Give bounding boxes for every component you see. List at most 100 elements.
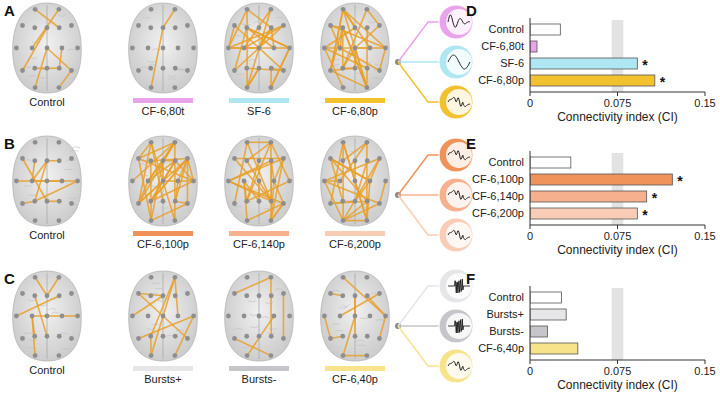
electrode: [287, 179, 292, 184]
electrode: [269, 199, 274, 204]
waveform: [448, 55, 470, 69]
electrode: [322, 314, 327, 319]
electrode: [57, 353, 62, 358]
brain-map: SF-6: [225, 3, 294, 117]
gyrus: [64, 169, 72, 171]
gyrus: [60, 333, 68, 335]
electrode: [322, 46, 327, 51]
connection: [271, 28, 274, 48]
connection: [340, 294, 379, 317]
electrode: [257, 158, 262, 163]
connection: [354, 296, 356, 316]
brain-map: CF-6,100p: [129, 136, 198, 250]
electrode: [365, 140, 370, 145]
connection: [247, 68, 259, 87]
connection: [235, 26, 284, 71]
electrode: [353, 314, 358, 319]
electrode: [377, 336, 382, 341]
electrode: [281, 23, 286, 28]
electrode: [136, 201, 141, 206]
electrode: [269, 25, 274, 30]
connection: [150, 161, 152, 221]
electrode: [173, 7, 178, 12]
gyrus: [275, 17, 283, 19]
gyrus: [29, 340, 37, 341]
brain-label: Bursts-: [242, 373, 277, 385]
electrode: [232, 68, 237, 73]
connection: [343, 159, 379, 221]
electrode: [173, 66, 178, 71]
brain-map: Control: [13, 136, 82, 241]
connection: [271, 159, 284, 221]
connection: [274, 159, 284, 182]
electrode: [272, 314, 277, 319]
tick: [705, 225, 706, 229]
gyrus: [67, 49, 75, 51]
stimulus-inner: [446, 49, 472, 75]
gyrus: [155, 288, 163, 289]
electrode: [60, 46, 65, 51]
gyrus: [167, 75, 175, 77]
gyrus: [241, 347, 249, 348]
gyrus: [250, 326, 258, 328]
electrode: [173, 293, 178, 298]
connection: [379, 181, 385, 204]
tick: [617, 225, 618, 229]
tick-label: 0.075: [604, 97, 632, 109]
gyrus: [275, 289, 283, 291]
condition-bar: [133, 366, 193, 371]
electrode: [75, 314, 80, 319]
connection: [270, 142, 272, 201]
electrode: [377, 68, 382, 73]
electrode: [365, 158, 370, 163]
electrode: [368, 46, 373, 51]
electrode: [45, 199, 50, 204]
electrode: [257, 179, 262, 184]
tick-label: 0.15: [694, 97, 715, 109]
electrode: [269, 85, 274, 90]
brain-map: Bursts+: [129, 271, 198, 385]
stimulus-icons: [395, 269, 473, 383]
axis-label: Connectivity index (CI): [557, 110, 678, 124]
stimulus-circle: [439, 218, 473, 252]
electrode: [57, 334, 62, 339]
electrode: [149, 353, 154, 358]
brain-label: CF-6,80p: [332, 105, 378, 117]
gyrus: [28, 75, 36, 77]
brain-map: CF-6,80t: [129, 3, 198, 117]
connection: [151, 159, 188, 161]
electrode: [353, 25, 358, 30]
electrode: [257, 199, 262, 204]
electrode: [20, 201, 25, 206]
electrode: [161, 158, 166, 163]
electrode: [365, 199, 370, 204]
electrode: [377, 156, 382, 161]
tick: [530, 92, 531, 96]
electrode: [149, 218, 154, 223]
electrode: [185, 68, 190, 73]
bar: [530, 326, 548, 337]
category-label: Control: [489, 291, 524, 303]
electrode: [176, 179, 181, 184]
electrode: [69, 156, 74, 161]
connection: [59, 48, 62, 68]
electrode: [245, 140, 250, 145]
brain: [13, 136, 82, 226]
category-label: Control: [489, 156, 524, 168]
gyrus: [141, 66, 149, 67]
condition-bar: [229, 98, 289, 103]
panel-letter: A: [4, 2, 15, 19]
connection: [354, 316, 356, 336]
electrode: [338, 179, 343, 184]
brain-label: CF-6,100p: [137, 238, 189, 250]
gyrus: [234, 328, 242, 329]
connection: [331, 142, 344, 203]
category-label: Bursts-: [489, 325, 524, 337]
connection: [235, 159, 272, 202]
electrode: [20, 336, 25, 341]
electrode: [365, 66, 370, 71]
connector: [398, 155, 439, 195]
connection: [235, 277, 271, 293]
brain: [225, 136, 294, 226]
electrode: [57, 293, 62, 298]
